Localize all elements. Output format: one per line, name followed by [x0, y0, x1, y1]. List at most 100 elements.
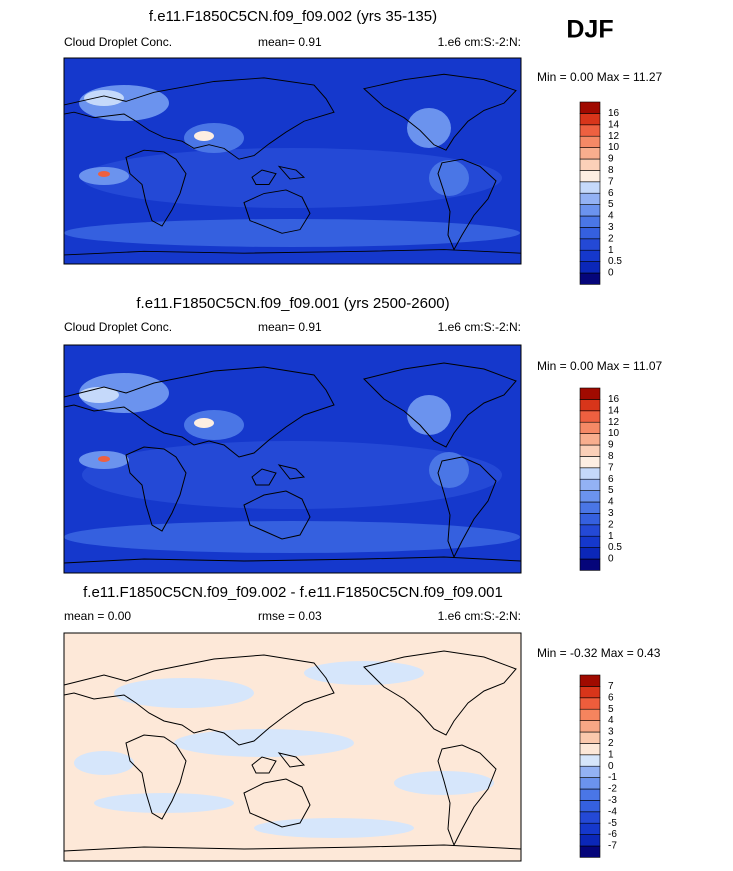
colorbar-label: 8 — [608, 165, 614, 176]
colorbar-box — [579, 535, 601, 548]
colorbar-box — [579, 777, 601, 790]
colorbar-box — [579, 204, 601, 217]
colorbar-label: 3 — [608, 508, 614, 519]
colorbar-label: -7 — [608, 841, 617, 852]
map-frame — [63, 57, 522, 265]
map-field — [114, 678, 254, 708]
center-label: mean= 0.91 — [258, 320, 322, 334]
map-field — [429, 160, 469, 196]
colorbar-box — [579, 800, 601, 813]
colorbar-box — [579, 272, 601, 285]
colorbar-label: -2 — [608, 784, 617, 795]
colorbar-label: 0.5 — [608, 256, 622, 267]
colorbar-box — [579, 113, 601, 126]
map-field — [184, 123, 244, 153]
colorbar-box — [579, 547, 601, 560]
colorbar-box — [579, 490, 601, 503]
colorbar-label: 4 — [608, 211, 614, 222]
center-label: rmse = 0.03 — [258, 609, 322, 623]
colorbar-box — [579, 158, 601, 171]
colorbar-box — [579, 410, 601, 423]
colorbar-box — [579, 387, 601, 400]
map-field — [194, 418, 214, 428]
colorbar-box — [579, 708, 601, 721]
colorbar-box — [579, 754, 601, 767]
map-field — [254, 818, 414, 838]
map-field — [394, 771, 494, 795]
colorbar-label: 16 — [608, 108, 620, 119]
colorbar-label: 12 — [608, 131, 620, 142]
left-label: mean = 0.00 — [64, 609, 131, 623]
colorbar-box — [579, 101, 601, 114]
colorbar-label: 7 — [608, 176, 614, 187]
colorbar-label: 4 — [608, 497, 614, 508]
panel: f.e11.F1850C5CN.f09_f09.001 (yrs 2500-26… — [63, 295, 663, 574]
map-field — [174, 729, 354, 757]
colorbar-box — [579, 765, 601, 778]
map-field — [194, 131, 214, 141]
colorbar-box — [579, 731, 601, 744]
season-label: DJF — [566, 16, 613, 44]
map — [63, 344, 522, 574]
colorbar-box — [579, 478, 601, 491]
right-label: 1.e6 cm:S:-2:N: — [438, 35, 521, 49]
colorbar-label: 2 — [608, 233, 614, 244]
map-frame — [63, 344, 522, 574]
colorbar-box — [579, 513, 601, 526]
left-label: Cloud Droplet Conc. — [64, 320, 172, 334]
colorbar-box — [579, 674, 601, 687]
colorbar-label: 10 — [608, 142, 620, 153]
colorbar-box — [579, 421, 601, 434]
colorbar-box — [579, 456, 601, 469]
colorbar-label: 5 — [608, 199, 614, 210]
colorbar-label: 0 — [608, 268, 614, 279]
colorbar-box — [579, 686, 601, 699]
colorbar-label: 7 — [608, 462, 614, 473]
colorbar-box — [579, 170, 601, 183]
colorbar-label: 5 — [608, 485, 614, 496]
map-field — [84, 90, 124, 106]
colorbar-box — [579, 135, 601, 148]
map-field — [94, 793, 234, 813]
panel: f.e11.F1850C5CN.f09_f09.002 (yrs 35-135)… — [63, 8, 663, 285]
colorbar-box — [579, 697, 601, 710]
colorbar-box — [579, 261, 601, 274]
colorbar-box — [579, 743, 601, 756]
panel-title: f.e11.F1850C5CN.f09_f09.001 (yrs 2500-26… — [136, 295, 449, 312]
colorbar-label: 0 — [608, 554, 614, 565]
colorbar-label: 10 — [608, 428, 620, 439]
colorbar-box — [579, 501, 601, 514]
map-field — [74, 751, 134, 775]
colorbar-label: 7 — [608, 681, 614, 692]
map-field — [82, 441, 502, 509]
colorbar-box — [579, 558, 601, 571]
colorbar-label: 1 — [608, 749, 614, 760]
right-label: 1.e6 cm:S:-2:N: — [438, 609, 521, 623]
colorbar-box — [579, 467, 601, 480]
map-field — [429, 452, 469, 488]
min-max-label: Min = -0.32 Max = 0.43 — [537, 646, 661, 660]
colorbar-box — [579, 433, 601, 446]
colorbar-box — [579, 124, 601, 137]
colorbar-box — [579, 238, 601, 251]
colorbar-box — [579, 788, 601, 801]
colorbar-box — [579, 215, 601, 228]
colorbar-label: 5 — [608, 704, 614, 715]
map-field — [407, 108, 451, 148]
colorbar-box — [579, 811, 601, 824]
map — [63, 632, 522, 862]
colorbar-label: 9 — [608, 440, 614, 451]
map-field — [184, 410, 244, 440]
colorbar-box — [579, 524, 601, 537]
colorbar-label: 2 — [608, 519, 614, 530]
colorbar-label: 14 — [608, 405, 620, 416]
map-frame — [63, 632, 522, 862]
colorbar-label: 1 — [608, 245, 614, 256]
colorbar-box — [579, 192, 601, 205]
colorbar-box — [579, 147, 601, 160]
colorbar-label: 4 — [608, 715, 614, 726]
